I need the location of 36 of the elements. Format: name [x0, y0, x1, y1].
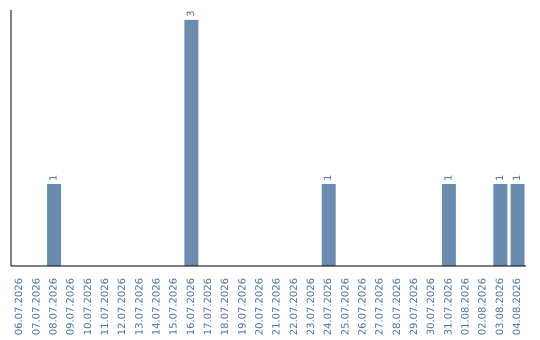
x-tick-label: 08.07.2026 [48, 278, 60, 336]
x-tick-label: 19.07.2026 [237, 278, 248, 336]
data-label: 1 [323, 174, 334, 181]
x-tick-label: 27.07.2026 [374, 278, 386, 336]
x-tick-label: 07.07.2026 [31, 278, 42, 336]
x-tick-label: 20.07.2026 [254, 278, 266, 336]
x-tick-label: 30.07.2026 [426, 278, 438, 336]
data-label: 1 [443, 174, 454, 181]
x-tick-label: 02.08.2026 [478, 278, 489, 336]
x-tick-label: 10.07.2026 [82, 278, 94, 336]
x-tick-label: 29.07.2026 [408, 278, 420, 336]
data-label: 1 [512, 174, 524, 181]
x-tick-label: 31.07.2026 [443, 278, 454, 336]
x-tick-label: 16.07.2026 [186, 278, 197, 336]
x-tick-label: 23.07.2026 [306, 278, 317, 336]
x-tick-label: 14.07.2026 [151, 278, 162, 336]
x-tick-label: 17.07.2026 [202, 278, 214, 336]
x-tick-label: 11.07.2026 [100, 278, 111, 336]
x-tick-label: 04.08.2026 [512, 278, 523, 336]
x-tick-label: 03.08.2026 [494, 278, 506, 336]
x-tick-label: 21.07.2026 [272, 278, 283, 336]
x-tick-label: 25.07.2026 [340, 278, 352, 336]
data-label: 3 [186, 10, 197, 17]
x-tick-label: 26.07.2026 [357, 278, 368, 336]
data-label: 1 [494, 174, 506, 181]
x-tick-label: 01.08.2026 [460, 278, 472, 336]
x-tick-label: 12.07.2026 [117, 278, 128, 336]
x-tick-label: 24.07.2026 [323, 278, 334, 336]
x-tick-label: 22.07.2026 [288, 278, 300, 336]
x-tick-label: 06.07.2026 [14, 278, 26, 336]
x-tick-label: 28.07.2026 [392, 278, 403, 336]
x-tick-label: 18.07.2026 [220, 278, 232, 336]
x-tick-label: 09.07.2026 [66, 278, 77, 336]
x-tick-label: 15.07.2026 [168, 278, 180, 336]
data-label: 1 [48, 174, 60, 181]
x-tick-label: 13.07.2026 [134, 278, 146, 336]
